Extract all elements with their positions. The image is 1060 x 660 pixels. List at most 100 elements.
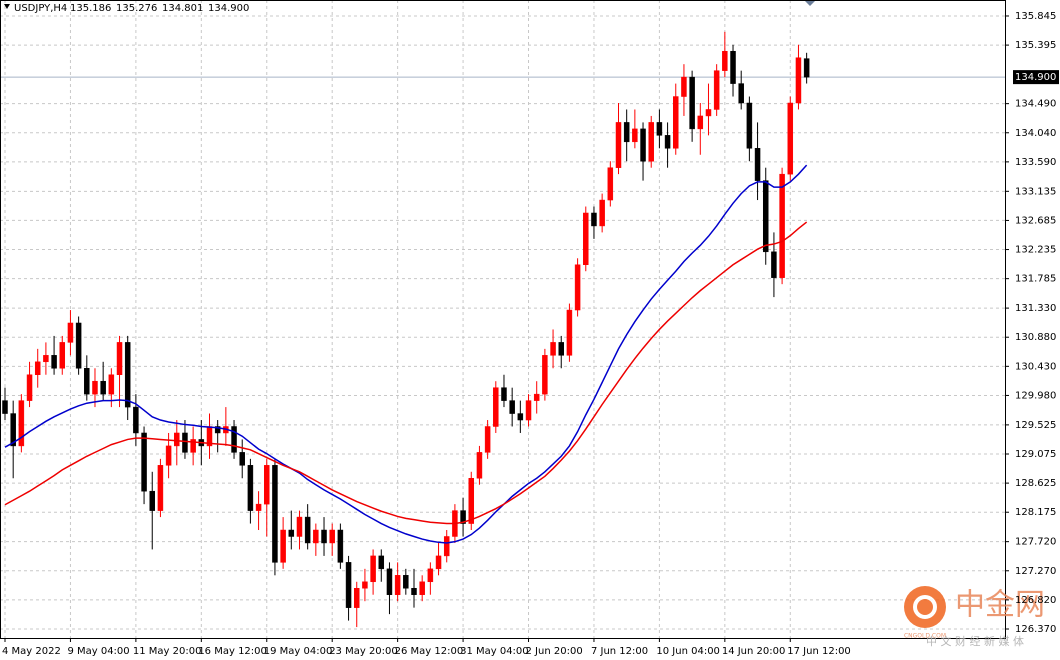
watermark-logo-ring xyxy=(913,595,937,619)
candle-body xyxy=(67,322,74,343)
y-tick-label: 132.685 xyxy=(1015,215,1056,226)
x-tick-label: 17 Jun 12:00 xyxy=(787,646,851,657)
candle-body xyxy=(272,465,278,563)
candle-body xyxy=(599,199,605,227)
candle-body xyxy=(542,355,548,395)
candle-body xyxy=(435,555,442,570)
candle-body xyxy=(304,516,311,544)
x-tick-label: 23 May 20:00 xyxy=(329,646,398,657)
candle-body xyxy=(386,568,393,595)
candle-body xyxy=(615,122,622,168)
x-tick-label: 14 Jun 20:00 xyxy=(722,646,786,657)
y-tick-label: 134.040 xyxy=(1015,128,1056,139)
candle-body xyxy=(754,148,761,181)
candle-body xyxy=(697,115,704,130)
candle-body xyxy=(10,413,16,447)
plot xyxy=(2,31,810,628)
candle-body xyxy=(468,478,475,524)
symbol-icon xyxy=(4,4,10,9)
candle-body xyxy=(100,380,106,395)
candle-body xyxy=(632,128,638,143)
candle-body xyxy=(509,400,515,414)
plot-frame xyxy=(0,0,1006,639)
candle-body xyxy=(771,251,777,278)
candle-body xyxy=(443,536,450,557)
candle-body xyxy=(803,58,810,78)
watermark-slogan: 中 文 财 经 新 媒 体 xyxy=(926,634,1024,648)
candle-body xyxy=(59,342,66,369)
candle-body xyxy=(43,355,49,363)
y-tick-label: 133.135 xyxy=(1015,186,1056,197)
y-tick-label: 126.370 xyxy=(1015,624,1056,635)
candle-body xyxy=(713,70,720,110)
candle-body xyxy=(730,50,736,84)
candle-body xyxy=(787,102,794,175)
candle-body xyxy=(108,374,115,395)
candle-body xyxy=(517,413,524,421)
x-tick-label: 26 May 12:00 xyxy=(395,646,464,657)
candle-body xyxy=(124,342,131,408)
candle-body xyxy=(533,393,540,401)
last-price-label: 134.900 xyxy=(1015,72,1056,83)
x-tick-label: 7 Jun 12:00 xyxy=(591,646,648,657)
candle-body xyxy=(288,529,295,537)
candle-body xyxy=(681,76,687,97)
candle-body xyxy=(280,529,286,563)
candle-body xyxy=(190,439,196,453)
y-tick-label: 129.525 xyxy=(1015,420,1056,431)
candle-body xyxy=(116,342,123,375)
quote-high: 135.276 xyxy=(116,3,157,14)
moving-average xyxy=(4,164,808,544)
y-tick-label: 135.395 xyxy=(1015,40,1056,51)
y-tick-label: 133.590 xyxy=(1015,157,1056,168)
candle-body xyxy=(566,309,573,356)
candle-body xyxy=(574,264,581,311)
shift-marker xyxy=(805,1,815,6)
x-tick-label: 11 May 20:00 xyxy=(133,646,202,657)
candle-body xyxy=(329,529,335,544)
candle-body xyxy=(239,452,245,466)
candle-body xyxy=(75,322,82,369)
y-tick-label: 130.430 xyxy=(1015,361,1056,372)
candle-body xyxy=(255,503,262,511)
candle-body xyxy=(673,96,679,149)
candle-body xyxy=(746,102,753,149)
y-tick-label: 129.980 xyxy=(1015,390,1056,401)
candle-body xyxy=(353,587,360,608)
x-tick-label: 9 May 04:00 xyxy=(67,646,129,657)
candle-body xyxy=(525,400,532,421)
candle-body xyxy=(607,167,614,201)
y-tick-label: 130.880 xyxy=(1015,332,1056,343)
candle-body xyxy=(141,432,147,492)
watermark-logo xyxy=(904,586,946,628)
candle-body xyxy=(313,529,319,544)
candle-body xyxy=(795,57,802,104)
y-tick-label: 127.720 xyxy=(1015,537,1056,548)
candle-body xyxy=(296,516,303,537)
candle-body xyxy=(689,76,695,130)
candle-body xyxy=(664,135,671,149)
x-tick-label: 10 Jun 04:00 xyxy=(656,646,720,657)
candle-body xyxy=(656,122,663,136)
watermark-site: CNGOLD.COM xyxy=(904,633,946,640)
candle-body xyxy=(493,387,499,427)
candle-body xyxy=(722,50,728,71)
candle-body xyxy=(648,122,654,162)
last-price-box xyxy=(1013,70,1059,85)
candle-body xyxy=(705,109,712,117)
candle-body xyxy=(476,452,483,479)
y-tick-label: 131.785 xyxy=(1015,274,1056,285)
watermark: 中金网 CNGOLD.COM 中 文 财 经 新 媒 体 xyxy=(904,586,1045,648)
candle-body xyxy=(247,465,254,511)
candle-body xyxy=(2,400,8,414)
candle-body xyxy=(264,465,270,505)
candle-body xyxy=(133,406,139,434)
y-tick-label: 126.820 xyxy=(1015,595,1056,606)
x-tick-label: 31 May 04:00 xyxy=(460,646,529,657)
candle-body xyxy=(460,510,466,524)
y-tick-label: 129.075 xyxy=(1015,449,1056,460)
candle-body xyxy=(558,342,564,356)
candle-body xyxy=(34,361,41,375)
candle-body xyxy=(214,426,221,434)
